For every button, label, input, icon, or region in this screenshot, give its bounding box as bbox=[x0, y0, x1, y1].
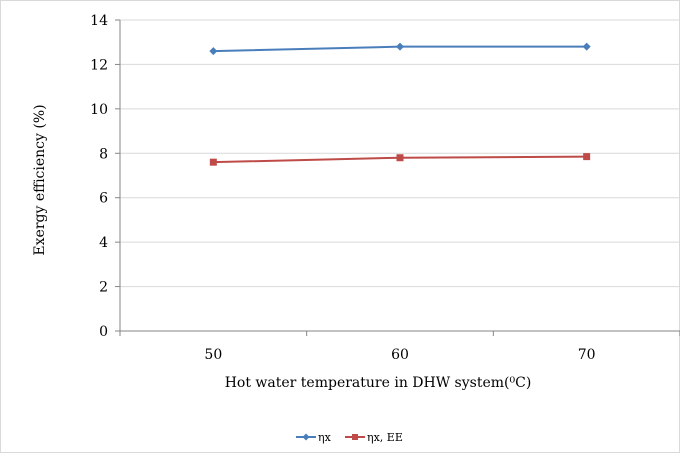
gridlines bbox=[120, 19, 680, 288]
legend-label-0: ηx bbox=[318, 431, 332, 444]
series-0-point-2 bbox=[582, 42, 591, 51]
x-tick-label-60: 60 bbox=[391, 347, 409, 363]
series-1-point-2 bbox=[583, 153, 591, 161]
legend-marker-1 bbox=[352, 434, 358, 440]
series-1-point-0 bbox=[209, 158, 217, 166]
series-0-point-1 bbox=[396, 42, 404, 51]
y-tick-label-6: 6 bbox=[99, 191, 108, 207]
series-lines bbox=[209, 42, 591, 166]
legend-marker-0 bbox=[302, 433, 310, 441]
y-tick-labels: 0 2 4 6 8 10 12 14 bbox=[90, 13, 108, 340]
legend-label-1: ηx, EE bbox=[367, 431, 403, 444]
axes bbox=[115, 19, 680, 336]
legend: ηx ηx, EE bbox=[296, 431, 403, 444]
y-tick-label-14: 14 bbox=[90, 13, 108, 29]
series-1-point-1 bbox=[396, 154, 404, 162]
series-0-point-0 bbox=[209, 47, 218, 56]
x-axis-title: Hot water temperature in DHW system(⁰C) bbox=[225, 375, 532, 391]
y-tick-label-8: 8 bbox=[99, 146, 108, 162]
x-tick-label-70: 70 bbox=[578, 347, 596, 363]
y-tick-label-12: 12 bbox=[90, 57, 108, 73]
y-axis-title: Exergy efficiency (%) bbox=[32, 104, 48, 255]
y-tick-label-0: 0 bbox=[99, 324, 108, 340]
y-tick-label-2: 2 bbox=[99, 280, 108, 296]
x-tick-labels: 50 60 70 bbox=[204, 347, 595, 363]
x-tick-label-50: 50 bbox=[204, 347, 222, 363]
y-tick-label-4: 4 bbox=[99, 235, 108, 251]
y-tick-label-10: 10 bbox=[90, 102, 108, 118]
